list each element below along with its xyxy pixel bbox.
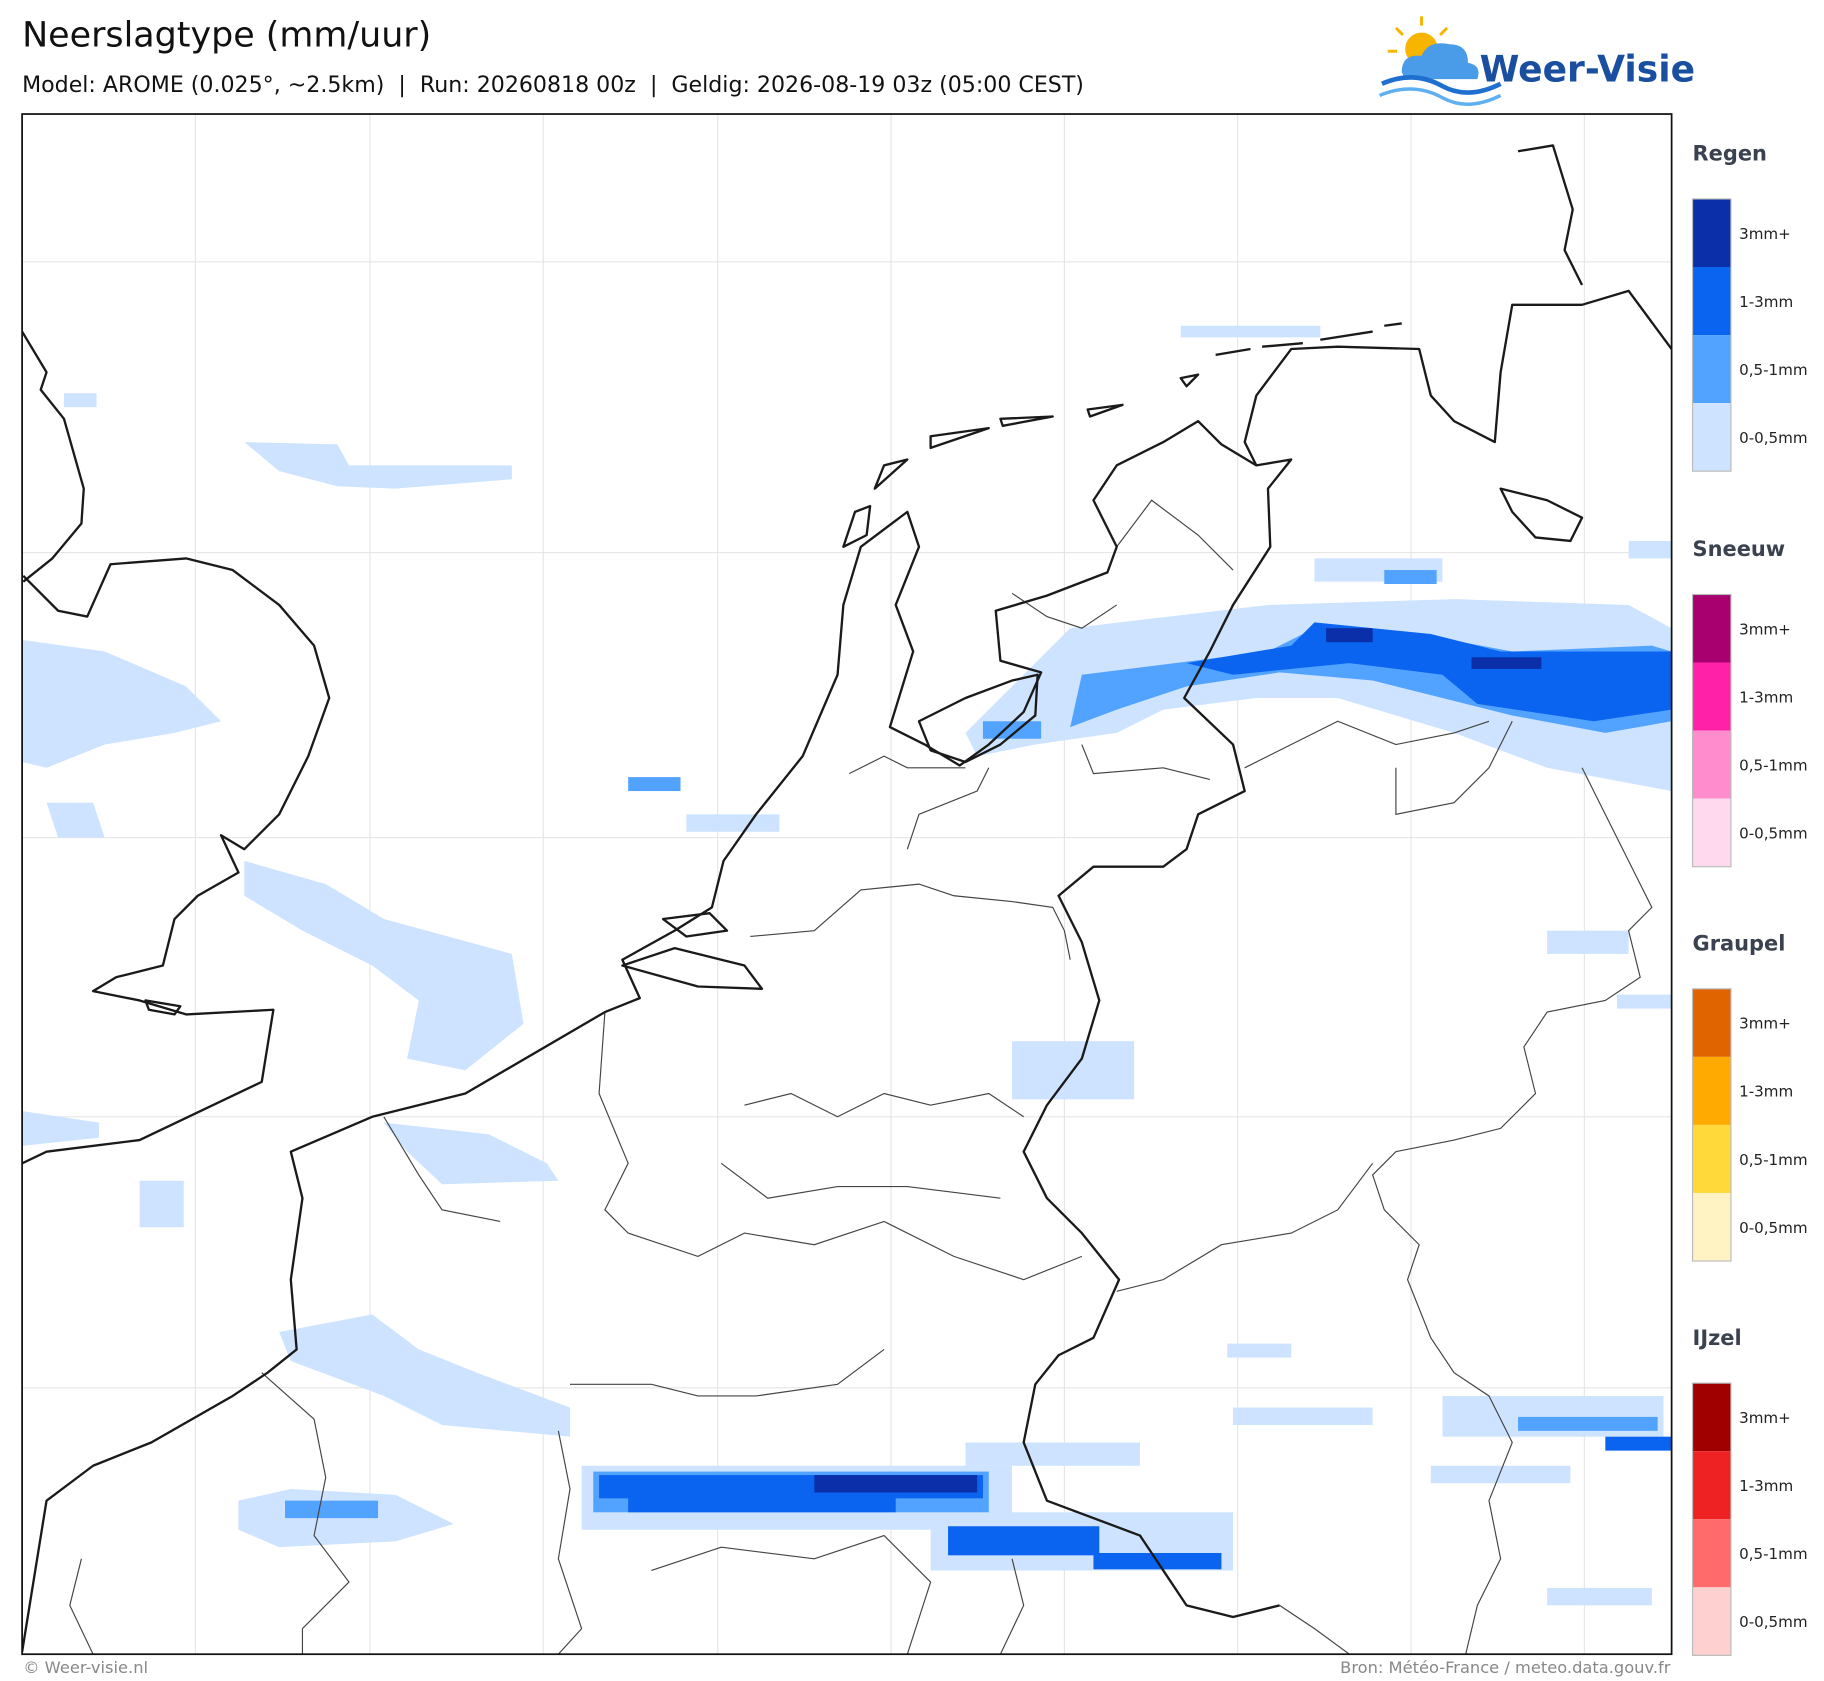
legend-swatch	[1692, 1056, 1731, 1125]
legend-frame	[1691, 988, 1732, 1262]
footer-source: Bron: Météo-France / meteo.data.gouv.fr	[1340, 1658, 1671, 1677]
legend-label: 3mm+	[1739, 1409, 1791, 1427]
legend-title: Regen	[1693, 142, 1767, 166]
map-frame	[21, 113, 1673, 1656]
legend-label: 3mm+	[1739, 1015, 1791, 1033]
legend-label: 1-3mm	[1739, 293, 1793, 311]
legend-swatch	[1692, 335, 1731, 404]
legend-swatch	[1692, 1451, 1731, 1520]
legend-swatch	[1692, 1383, 1731, 1452]
legend-swatch	[1692, 403, 1731, 472]
legend-label: 3mm+	[1739, 620, 1791, 638]
logo: Weer-Visie	[1378, 16, 1695, 106]
legend-label: 0-0,5mm	[1739, 429, 1808, 447]
precipitation	[22, 325, 1672, 1606]
footer-credit: © Weer-visie.nl	[23, 1658, 148, 1677]
legend-swatch	[1692, 267, 1731, 336]
legend-swatch	[1692, 1124, 1731, 1193]
legend-swatch	[1692, 594, 1731, 663]
legend-swatch	[1692, 198, 1731, 268]
legend-title: IJzel	[1693, 1326, 1742, 1350]
legend-title: Graupel	[1693, 931, 1786, 955]
legend-frame	[1691, 1382, 1732, 1656]
legend-label: 1-3mm	[1739, 1477, 1793, 1495]
legend-label: 3mm+	[1739, 225, 1791, 243]
legend-label: 1-3mm	[1739, 1083, 1793, 1101]
legend-label: 0-0,5mm	[1739, 824, 1808, 842]
title: Neerslagtype (mm/uur)	[22, 16, 431, 56]
legend-label: 0,5-1mm	[1739, 1151, 1808, 1169]
legend-swatch	[1692, 988, 1731, 1057]
legend-swatch	[1692, 1519, 1731, 1588]
legend-swatch	[1692, 662, 1731, 731]
map	[22, 114, 1672, 1655]
legend-title: Sneeuw	[1693, 537, 1786, 561]
subtitle: Model: AROME (0.025°, ~2.5km) | Run: 202…	[22, 72, 1084, 98]
legend-swatch	[1692, 798, 1731, 867]
legend-swatch	[1692, 1192, 1731, 1262]
legend-label: 0,5-1mm	[1739, 756, 1808, 774]
legend-label: 1-3mm	[1739, 688, 1793, 706]
coastlines	[22, 144, 1672, 1653]
legend-label: 0,5-1mm	[1739, 1545, 1808, 1563]
legend-swatch	[1692, 730, 1731, 799]
legend-frame	[1691, 198, 1732, 472]
legend-frame	[1691, 593, 1732, 868]
legend-label: 0-0,5mm	[1739, 1613, 1808, 1631]
legend-swatch	[1692, 1587, 1731, 1656]
legend-label: 0-0,5mm	[1739, 1219, 1808, 1237]
legend-label: 0,5-1mm	[1739, 361, 1808, 379]
borders	[69, 499, 1653, 1655]
legend: Regen 3mm+ 1-3mm 0,5-1mm 0-0,5mm Sneeuw 3mm+ 1-…	[1691, 142, 1808, 1656]
logo-text: Weer-Visie	[1480, 48, 1695, 90]
